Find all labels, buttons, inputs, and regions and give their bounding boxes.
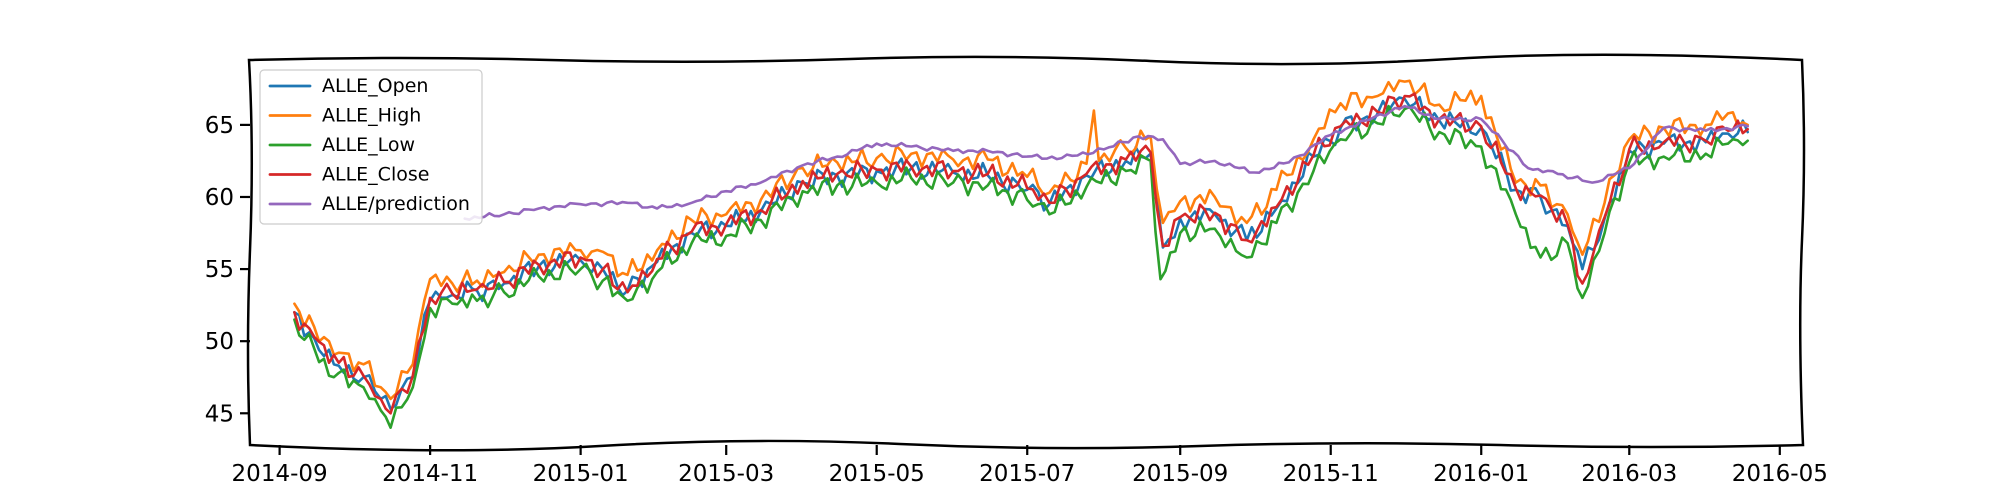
series-line-alle-open	[293, 95, 1749, 411]
x-axis: 2014-09 2014-11 2015-01 2015-03 2015-05 2015-…	[232, 445, 1828, 487]
legend-frame	[259, 69, 483, 225]
x-tick-label: 2014-09	[232, 461, 328, 487]
y-axis: 45 50 55 60 65	[205, 113, 250, 427]
legend-label-alle-high: ALLE_High	[322, 105, 421, 127]
x-tick-label: 2015-03	[678, 461, 774, 487]
y-tick-label: 65	[205, 113, 234, 139]
x-tick-label: 2015-05	[829, 461, 925, 487]
axes-frame	[246, 53, 1806, 452]
y-tick-label: 55	[205, 257, 234, 283]
legend-label-alle-open: ALLE_Open	[322, 75, 428, 97]
series-line-alle-low	[293, 104, 1749, 429]
legend-label-alle-close: ALLE_Close	[322, 164, 429, 186]
plot-area	[246, 53, 1806, 452]
series-line-alle-prediction	[463, 104, 1749, 221]
x-tick-label: 2014-11	[382, 461, 478, 487]
y-tick-label: 45	[205, 401, 234, 427]
x-tick-label: 2015-11	[1283, 461, 1379, 487]
series-line-alle-close	[293, 92, 1749, 415]
x-tick-label: 2015-09	[1132, 461, 1228, 487]
x-tick-label: 2016-03	[1581, 461, 1677, 487]
x-tick-label: 2016-05	[1732, 461, 1828, 487]
x-tick-label: 2016-01	[1433, 461, 1529, 487]
x-tick-label: 2015-07	[979, 461, 1075, 487]
legend-label-alle-prediction: ALLE/prediction	[322, 193, 470, 215]
y-tick-label: 50	[205, 329, 234, 355]
legend: ALLE_Open ALLE_High ALLE_Low ALLE_Close ALLE…	[259, 69, 483, 225]
y-tick-label: 60	[205, 185, 234, 211]
legend-label-alle-low: ALLE_Low	[322, 134, 415, 156]
x-tick-label: 2015-01	[533, 461, 629, 487]
series-layer	[293, 79, 1749, 429]
